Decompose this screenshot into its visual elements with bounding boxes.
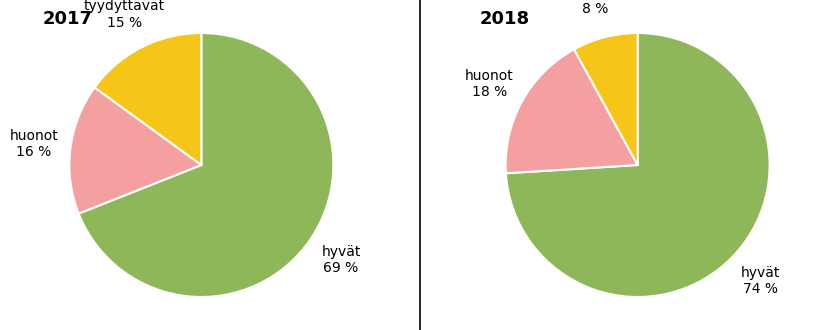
Text: tyydyttävät
8 %: tyydyttävät 8 %	[555, 0, 636, 16]
Text: tyydyttävät
15 %: tyydyttävät 15 %	[84, 0, 165, 30]
Wedge shape	[70, 87, 201, 214]
Text: huonot
16 %: huonot 16 %	[9, 129, 58, 159]
Wedge shape	[79, 33, 333, 297]
Wedge shape	[574, 33, 638, 165]
Text: 2018: 2018	[479, 10, 529, 28]
Text: 2017: 2017	[43, 10, 93, 28]
Wedge shape	[506, 49, 638, 173]
Text: hyvät
69 %: hyvät 69 %	[321, 245, 361, 275]
Text: huonot
18 %: huonot 18 %	[465, 69, 514, 99]
Wedge shape	[506, 33, 769, 297]
Wedge shape	[95, 33, 201, 165]
Text: hyvät
74 %: hyvät 74 %	[741, 266, 780, 296]
